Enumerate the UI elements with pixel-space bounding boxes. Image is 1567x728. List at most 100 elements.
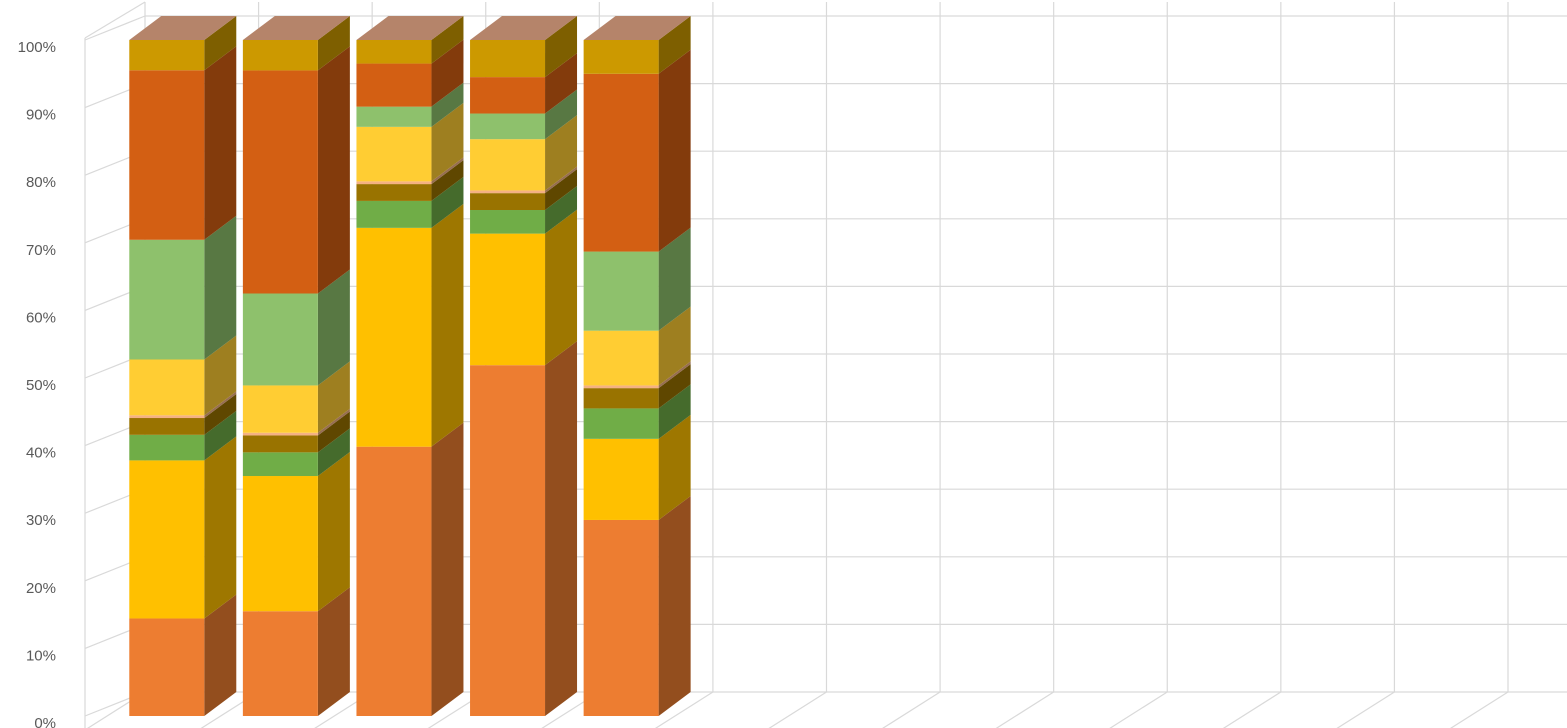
bar-segment: [470, 40, 546, 78]
y-tick-label: 40%: [26, 445, 56, 462]
bar-segment-side: [545, 166, 578, 194]
bar-segment: [356, 184, 432, 201]
bar-segment-side: [545, 89, 578, 140]
bar-top: [583, 16, 691, 40]
bar-segment-side: [545, 169, 578, 211]
bar-segment: [242, 611, 318, 716]
bar-top: [356, 16, 464, 40]
gridline-side: [84, 15, 146, 41]
bar-segment-side: [658, 364, 691, 409]
bar-segment: [356, 227, 432, 447]
bar-segment-side: [545, 16, 578, 78]
bar-stack: [356, 16, 464, 716]
bar-segment: [583, 40, 659, 74]
bar-top: [470, 16, 578, 40]
bar-segment: [242, 476, 318, 612]
y-tick-label: 20%: [26, 580, 56, 597]
bar-stack: [129, 16, 237, 716]
bar-segment: [129, 239, 205, 360]
bar-segment-side: [317, 46, 350, 294]
bar-segment: [242, 385, 318, 433]
bar-segment: [129, 359, 205, 416]
bar-segment-side: [658, 16, 691, 74]
gridline-floor: [1109, 691, 1168, 728]
bar-segment: [583, 330, 659, 386]
bar-segment-side: [658, 49, 691, 252]
bar-segment-side: [658, 227, 691, 331]
bar-segment: [242, 452, 318, 477]
bar-segment-side: [204, 215, 237, 360]
y-tick-label: 100%: [18, 39, 56, 56]
bar-segment-side: [204, 594, 237, 716]
bar-top: [242, 16, 350, 40]
y-tick-label: 80%: [26, 174, 56, 191]
gridline-floor: [995, 691, 1054, 728]
bar-segment: [583, 388, 659, 409]
bar-segment: [356, 63, 432, 107]
bar-segment-side: [204, 46, 237, 240]
bar-segment-side: [204, 410, 237, 461]
bar-segment-side: [431, 157, 464, 185]
bar-segment-side: [658, 495, 691, 716]
y-tick-label: 30%: [26, 512, 56, 529]
bar-segment: [242, 70, 318, 294]
y-tick-label: 60%: [26, 309, 56, 326]
bar-segment: [356, 446, 432, 716]
bar-segment-side: [204, 394, 237, 435]
bar-segment-side: [431, 39, 464, 107]
bar-segment: [356, 181, 432, 185]
bar-segment: [470, 77, 546, 114]
y-tick-label: 10%: [26, 647, 56, 664]
y-tick-label: 70%: [26, 242, 56, 259]
bar-segment-side: [658, 414, 691, 520]
gridline-floor: [1450, 691, 1509, 728]
bar-segment-side: [317, 408, 350, 436]
bar-segment-side: [204, 391, 237, 419]
bar-segment: [470, 233, 546, 366]
gridline-floor: [882, 691, 941, 728]
bar-segment-side: [317, 452, 350, 612]
bar-segment: [129, 415, 205, 419]
bar-segment-side: [545, 53, 578, 114]
bar-segment: [129, 618, 205, 716]
bar-segment-side: [545, 341, 578, 716]
bar-segment: [129, 40, 205, 71]
gridline-floor: [654, 691, 714, 728]
bar-segment: [242, 293, 318, 386]
bar-segment: [242, 435, 318, 453]
bar-segment-side: [317, 587, 350, 716]
bar-top: [129, 16, 237, 40]
bar-segment: [242, 40, 318, 71]
bar-segment: [583, 73, 659, 252]
bar-segment: [356, 106, 432, 127]
bar-stack: [470, 16, 578, 716]
bar-segment-side: [317, 269, 350, 386]
bar-segment: [129, 418, 205, 435]
gridline-floor: [1336, 691, 1395, 728]
y-tick-label: 50%: [26, 377, 56, 394]
bar-segment-side: [317, 428, 350, 477]
bars: [129, 16, 691, 716]
y-tick-label: 90%: [26, 107, 56, 124]
bar-segment-side: [431, 203, 464, 447]
bar-segment: [129, 70, 205, 240]
bar-segment: [470, 210, 546, 234]
bar-segment: [470, 139, 546, 191]
bar-segment-side: [317, 411, 350, 453]
bar-segment: [583, 385, 659, 389]
bar-segment-side: [658, 306, 691, 386]
bar-segment-side: [431, 160, 464, 201]
bar-segment-side: [317, 361, 350, 433]
bar-segment: [583, 519, 659, 716]
bar-segment: [356, 126, 432, 182]
bar-segment: [583, 438, 659, 520]
bar-segment: [470, 113, 546, 140]
bar-segment-side: [431, 16, 464, 64]
bar-segment-side: [431, 82, 464, 127]
bar-segment: [470, 193, 546, 211]
bar-segment: [242, 432, 318, 436]
y-tick-label: 0%: [34, 715, 56, 728]
bar-segment: [583, 408, 659, 439]
bar-segment: [470, 365, 546, 716]
